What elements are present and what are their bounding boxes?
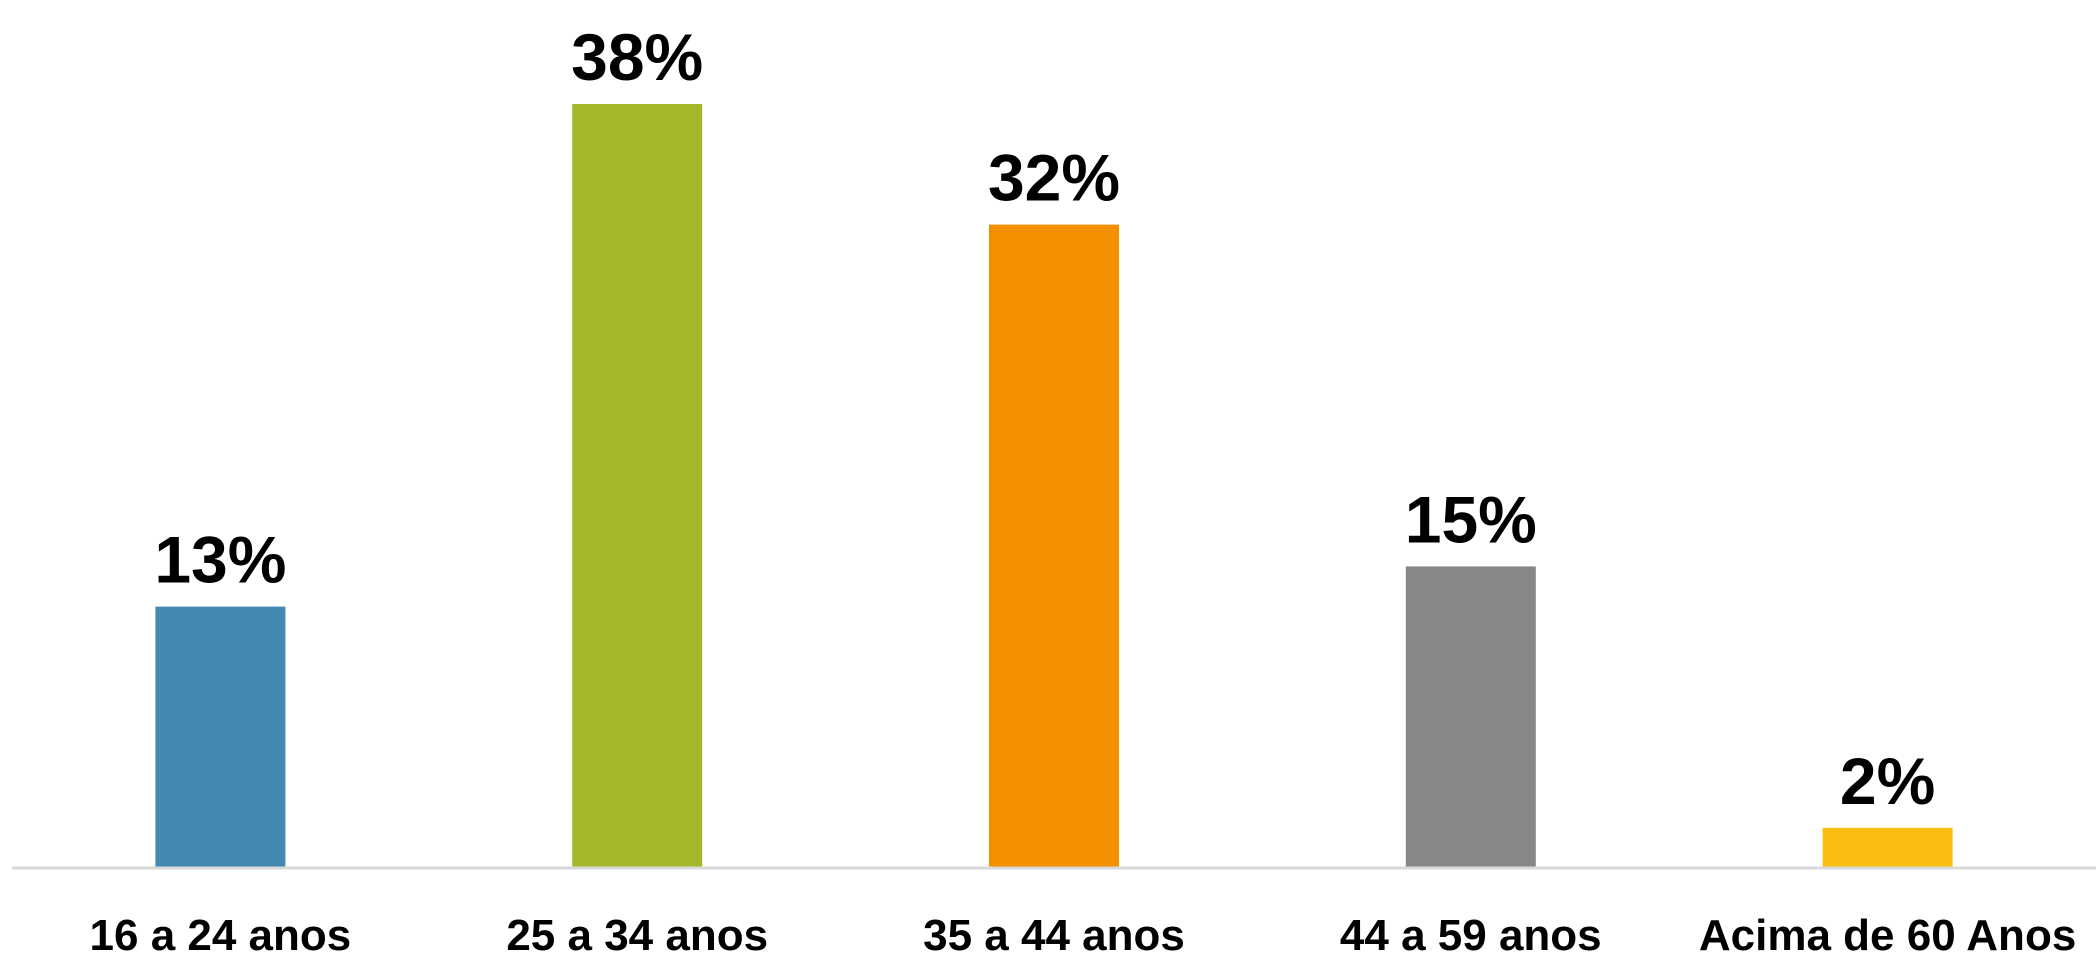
x-tick-label-1: 25 a 34 anos <box>506 911 768 960</box>
x-tick-label-4: Acima de 60 Anos <box>1699 911 2076 960</box>
x-tick-label-0: 16 a 24 anos <box>90 911 352 960</box>
bar-3 <box>1405 566 1536 868</box>
data-label-2: 32% <box>988 141 1120 215</box>
bar-2 <box>989 224 1119 869</box>
bar-4 <box>1822 827 1953 868</box>
data-label-3: 15% <box>1405 482 1537 556</box>
bar-1 <box>572 104 703 868</box>
data-label-4: 2% <box>1840 744 1935 818</box>
bar-0 <box>155 606 286 868</box>
x-tick-label-2: 35 a 44 anos <box>923 911 1185 960</box>
data-labels-group: 13% 38% 32% 15% 2% <box>154 20 1935 818</box>
bars-group <box>155 104 1953 869</box>
data-label-1: 38% <box>571 20 703 94</box>
x-tick-label-3: 44 a 59 anos <box>1340 911 1602 960</box>
x-tick-labels-group: 16 a 24 anos 25 a 34 anos 35 a 44 anos 44 a… <box>90 911 2077 960</box>
data-label-0: 13% <box>154 523 286 597</box>
